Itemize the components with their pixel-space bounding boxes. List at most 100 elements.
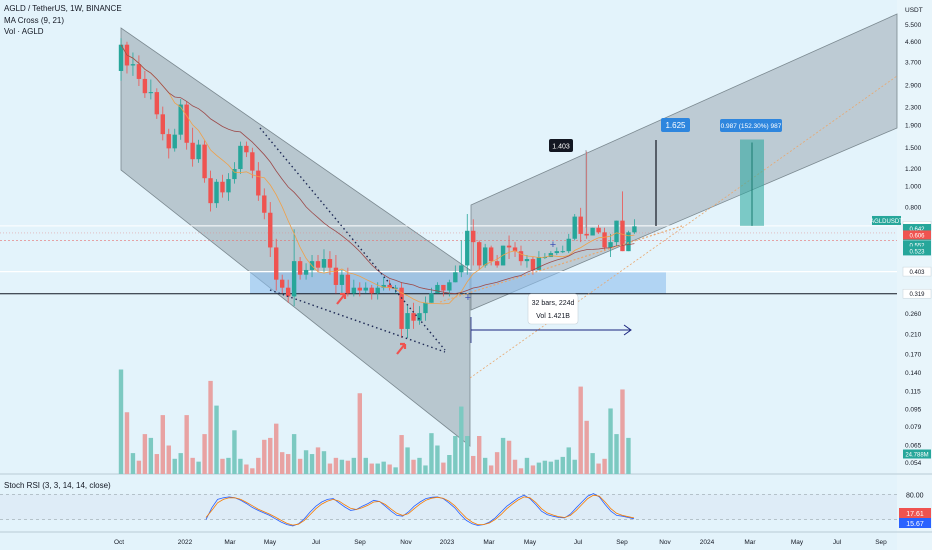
ma-lines xyxy=(120,44,635,305)
candle-body xyxy=(554,251,560,254)
candle-body xyxy=(238,145,243,170)
candle-body xyxy=(130,64,136,66)
candle-body xyxy=(214,181,219,204)
candle-body xyxy=(250,152,255,171)
candle-body xyxy=(626,232,631,252)
time-tick: 2023 xyxy=(440,539,455,546)
candle-body xyxy=(566,238,571,252)
volume-bar xyxy=(548,461,554,474)
volume-bar xyxy=(327,463,333,474)
volume-bar xyxy=(626,437,631,474)
candle-body xyxy=(632,226,637,233)
candle-body xyxy=(369,287,374,294)
candle-body xyxy=(118,44,124,71)
price-tick: 1.900 xyxy=(905,123,922,130)
signal-arrow xyxy=(396,342,407,355)
volume-bar xyxy=(279,452,285,474)
candle-body xyxy=(363,287,368,291)
volume-bar xyxy=(405,447,410,474)
ma-cross-marker: + xyxy=(550,239,556,251)
volume-bar xyxy=(262,439,267,474)
volume-bar xyxy=(232,430,237,474)
candle-body xyxy=(596,227,601,233)
price-tick: 5.500 xyxy=(905,22,922,29)
candle-body xyxy=(351,287,357,294)
stoch-rsi-label[interactable]: Stoch RSI (3, 3, 14, 14, close) xyxy=(4,481,111,490)
volume-bar xyxy=(500,437,506,474)
price-badge-text: AGLDUSDT xyxy=(870,219,903,225)
candle-body xyxy=(614,220,619,243)
candle-body xyxy=(518,251,524,262)
price-badge-text: 0.606 xyxy=(909,233,925,239)
time-tick: Sep xyxy=(354,539,366,546)
volume-bar xyxy=(578,386,583,474)
candle-body xyxy=(435,284,440,294)
time-tick: Mar xyxy=(224,539,236,546)
price-tick: 1.200 xyxy=(905,166,922,173)
candle-body xyxy=(142,78,148,94)
candle-body xyxy=(345,274,351,294)
rsi-k-line xyxy=(205,493,635,527)
volume-bar xyxy=(566,447,571,474)
candle-body xyxy=(274,247,279,280)
time-tick: Sep xyxy=(616,539,628,546)
volume-bar xyxy=(118,369,124,474)
volume-bar xyxy=(268,437,273,474)
candle-body xyxy=(399,287,404,329)
candle-body xyxy=(178,104,183,135)
rsi-tick: 80.00 xyxy=(906,492,924,499)
candle-body xyxy=(285,287,291,297)
volume-bar xyxy=(423,465,428,474)
candle-body xyxy=(477,242,482,266)
candle-body xyxy=(429,293,434,303)
axes: 80.0020.0017.6115.675.5004.6003.7002.900… xyxy=(114,7,932,546)
candle-body xyxy=(208,178,213,204)
price-badge-text: 0.523 xyxy=(909,249,925,255)
ma-fast-line xyxy=(120,44,635,305)
candle-body xyxy=(154,92,160,115)
candle-body xyxy=(244,145,249,153)
volume-bar xyxy=(274,423,279,474)
rsi-band xyxy=(0,494,897,520)
price-badge xyxy=(902,266,932,277)
volume-bar xyxy=(572,459,577,474)
price-badge-text: 0.552 xyxy=(909,243,925,249)
volume-bar xyxy=(250,468,255,474)
candle-body xyxy=(423,302,428,314)
price-tick: 4.600 xyxy=(905,39,922,46)
candle-body xyxy=(136,64,142,79)
volume-bar xyxy=(166,445,171,474)
candle-body xyxy=(226,179,231,193)
volume-bar xyxy=(614,434,619,474)
range-label-volume: Vol 1.421B xyxy=(536,313,570,320)
volume-bar xyxy=(214,405,219,474)
volume-bar xyxy=(536,462,542,474)
volume-bar xyxy=(238,458,243,474)
volume-bar xyxy=(560,456,565,474)
volume-bar xyxy=(154,454,160,474)
candle-body xyxy=(166,134,171,149)
volume-bars xyxy=(118,369,631,474)
volume-bar xyxy=(506,440,512,474)
candle-body xyxy=(548,253,554,258)
time-tick: Mar xyxy=(483,539,495,546)
volume-bar xyxy=(417,457,422,474)
candle-body xyxy=(506,245,512,248)
price-tick: 0.054 xyxy=(905,460,922,467)
price-badge xyxy=(872,215,901,225)
volume-bar xyxy=(387,464,392,474)
candle-body xyxy=(393,287,398,289)
volume-bar xyxy=(602,458,607,474)
rsi-badge-d-text: 17.61 xyxy=(906,511,924,518)
volume-label[interactable]: Vol · AGLD xyxy=(4,27,44,36)
candle-body xyxy=(297,261,303,275)
volume-bar xyxy=(608,408,613,474)
ma-cross-label[interactable]: MA Cross (9, 21) xyxy=(4,16,65,25)
candle-body xyxy=(512,247,518,252)
time-tick: May xyxy=(791,539,804,546)
volume-bar xyxy=(441,462,446,474)
volume-bar xyxy=(429,433,434,474)
volume-bar xyxy=(459,406,464,474)
volume-bar xyxy=(530,465,536,474)
